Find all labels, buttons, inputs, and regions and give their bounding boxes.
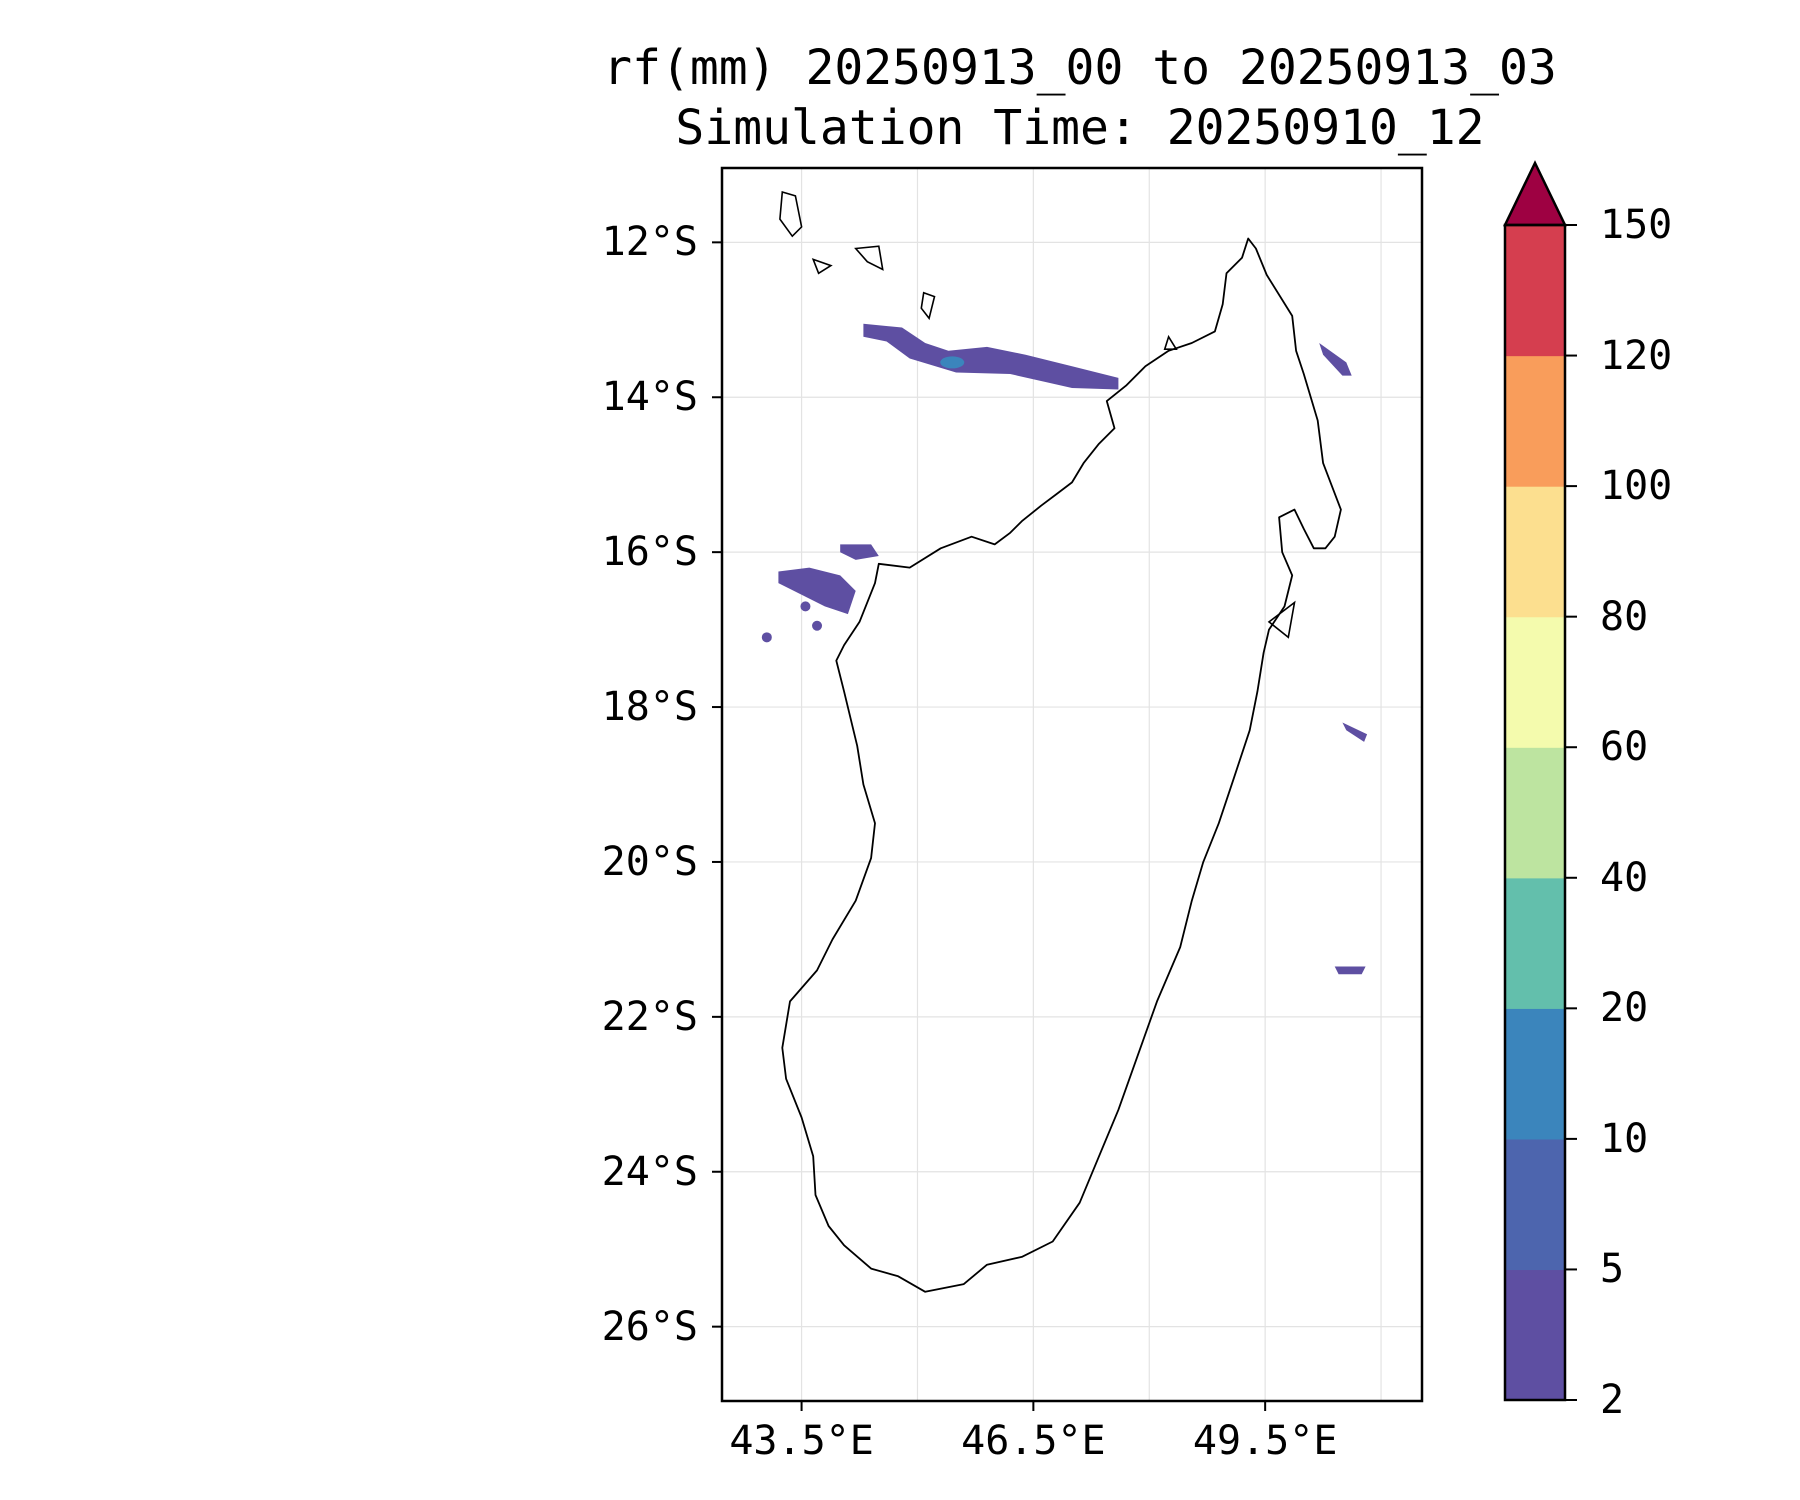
colorbar-segment: [1505, 877, 1565, 1009]
colorbar-segment: [1505, 225, 1565, 357]
colorbar-segment: [1505, 747, 1565, 879]
colorbar-frame: [1503, 223, 1567, 1402]
colorbar-level-label: 2: [1600, 1377, 1625, 1423]
colorbar-segment: [1505, 616, 1565, 748]
axis-ticks: [712, 241, 1267, 1411]
colorbar-segment: [1505, 1269, 1565, 1401]
rain-patch: [1334, 966, 1366, 975]
lon-tick-label: 43.5°E: [729, 1418, 874, 1464]
title-line-2: Simulation Time: 20250910_12: [675, 100, 1485, 156]
colorbar-level-label: 120: [1600, 332, 1673, 379]
rain-core: [940, 356, 965, 369]
rain-patch: [1342, 722, 1368, 742]
colorbar-level-label: 5: [1600, 1246, 1625, 1293]
island-coastline: [854, 245, 884, 271]
map-title: rf(mm) 20250913_00 to 20250913_03 Simula…: [560, 38, 1600, 158]
madagascar-coastline: [781, 237, 1342, 1293]
rain-speck: [761, 632, 772, 643]
coastline: [779, 190, 1342, 1293]
lon-tick-label: 46.5°E: [961, 1418, 1106, 1464]
island-coastline: [1267, 600, 1296, 639]
gridlines: [722, 168, 1422, 1401]
lat-tick-label: 16°S: [601, 529, 698, 576]
colorbar-level-label: 100: [1600, 463, 1673, 510]
lat-tick-label: 22°S: [601, 993, 698, 1040]
lat-tick-label: 18°S: [601, 684, 698, 731]
lat-tick-label: 14°S: [601, 374, 698, 421]
precipitation-overlay: [761, 323, 1368, 975]
island-coastline: [811, 258, 833, 275]
lat-tick-label: 20°S: [601, 838, 698, 885]
rain-patch: [863, 323, 1119, 390]
colorbar-level-label: 150: [1600, 202, 1673, 248]
colorbar-extend-triangle: [1503, 160, 1567, 227]
rain-patch: [840, 544, 879, 560]
island-coastline: [779, 190, 803, 238]
lat-tick-label: 12°S: [601, 219, 698, 266]
colorbar-level-label: 20: [1600, 985, 1649, 1032]
colorbar-segment: [1505, 486, 1565, 618]
colorbar: [1503, 160, 1577, 1402]
colorbar-segment: [1505, 1138, 1565, 1271]
rain-patch: [778, 567, 856, 615]
map-content: [761, 190, 1368, 1293]
colorbar-segment: [1505, 355, 1565, 487]
rain-patch: [1319, 343, 1352, 376]
island-coastline: [920, 291, 936, 321]
lat-tick-label: 24°S: [601, 1148, 698, 1195]
lat-tick-label: 26°S: [601, 1303, 698, 1350]
colorbar-level-label: 40: [1600, 854, 1649, 901]
map-frame: [720, 166, 1424, 1403]
colorbar-segment: [1505, 1008, 1565, 1140]
title-line-1: rf(mm) 20250913_00 to 20250913_03: [603, 40, 1557, 96]
colorbar-level-label: 10: [1600, 1115, 1649, 1162]
rain-speck: [812, 620, 823, 631]
colorbar-level-label: 60: [1600, 724, 1649, 771]
island-coastline: [1163, 334, 1178, 350]
colorbar-level-label: 80: [1600, 593, 1649, 640]
lon-tick-label: 49.5°E: [1192, 1418, 1338, 1464]
rain-speck: [800, 601, 811, 612]
